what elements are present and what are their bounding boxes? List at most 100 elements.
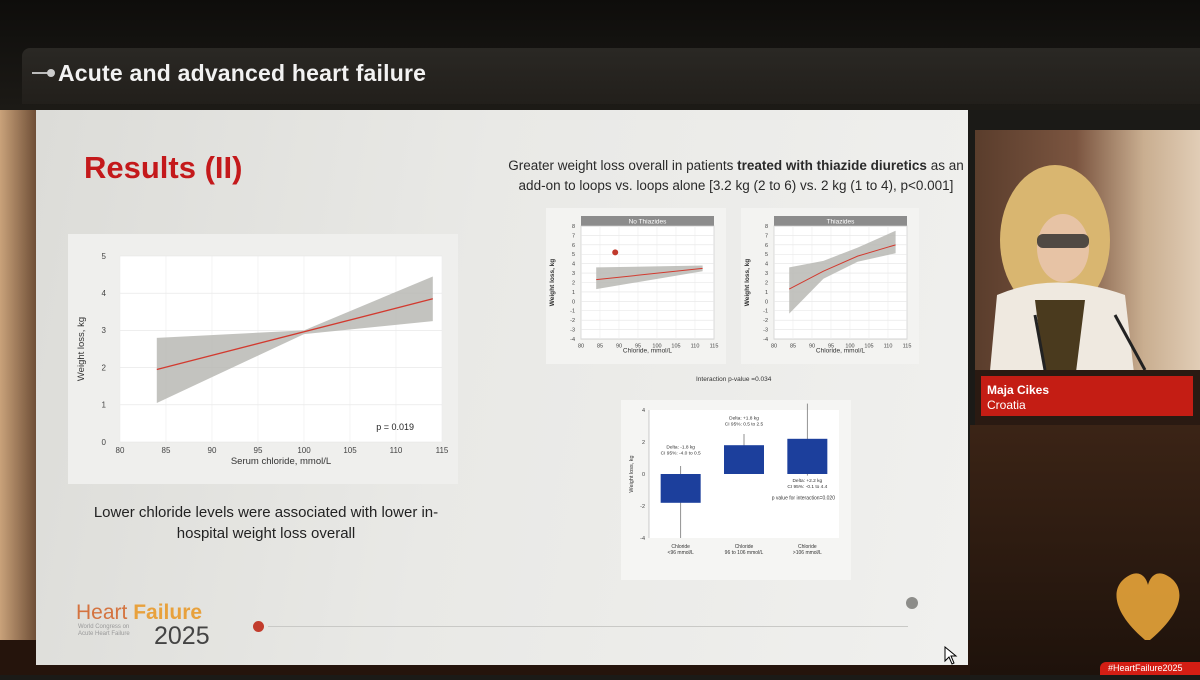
x-axis-label: Chloride, mmol/L bbox=[816, 348, 866, 355]
slide-caption: Greater weight loss overall in patients … bbox=[506, 156, 966, 196]
x-tick-label: 105 bbox=[671, 344, 680, 350]
caption-bold: treated with thiazide diuretics bbox=[737, 158, 927, 173]
x-tick-label: 115 bbox=[436, 446, 449, 455]
y-axis-label: Weight loss, kg bbox=[629, 455, 635, 492]
panel-title: Thiazides bbox=[827, 219, 856, 226]
x-tick-label: 115 bbox=[903, 344, 912, 350]
y-tick-label: 5 bbox=[765, 252, 768, 258]
chloride-weight-chart: 0 1 2 3 4 5 80 85 90 95 100 105 110 115 Serum chloride… bbox=[68, 234, 458, 484]
y-tick-label: 4 bbox=[572, 262, 575, 268]
logo-year: 2025 bbox=[154, 622, 210, 650]
y-tick-label: 8 bbox=[572, 224, 575, 230]
presenter-top bbox=[1035, 300, 1085, 380]
fit-line bbox=[156, 298, 433, 371]
y-tick-label: 0 bbox=[572, 299, 575, 305]
x-tick-label: 95 bbox=[635, 344, 641, 350]
y-tick-label: -4 bbox=[570, 337, 575, 343]
x-tick-label: 80 bbox=[116, 446, 125, 455]
left-note: Lower chloride levels were associated wi… bbox=[93, 504, 439, 542]
caption-post: as an add-on to loops vs. loops alone [3… bbox=[518, 158, 964, 193]
y-axis-label: Weight loss, kg bbox=[76, 317, 87, 381]
y-tick-label: -1 bbox=[570, 309, 575, 315]
congress-heart-logo bbox=[1116, 573, 1180, 640]
bar-label-ci: CI 95%: -0.1 to 4.4 bbox=[787, 484, 827, 490]
y-axis-label: Weight loss, kg bbox=[549, 259, 556, 307]
x-tick-label: 110 bbox=[390, 446, 403, 455]
panel-title: No Thiazides bbox=[629, 219, 668, 226]
y-tick-label: 3 bbox=[572, 271, 575, 277]
x-tick-label: 100 bbox=[845, 344, 854, 350]
no-thiazides-chart: No Thiazides -4 -3 -2 -1 0 1 2 3 4 5 6 7 8 80 85 90 95 100… bbox=[546, 208, 726, 364]
y-tick-label: -3 bbox=[763, 328, 768, 334]
bar-chart: -4 -2 0 2 4 Weight loss, kg Delta: -1.8 kg CI 9… bbox=[621, 400, 851, 580]
bar-label-ci: CI 95%: 0.5 to 2.5 bbox=[725, 422, 764, 428]
p-value-annotation: p = 0.019 bbox=[376, 422, 414, 432]
y-tick-label: 5 bbox=[572, 252, 575, 258]
y-tick-label: 4 bbox=[642, 408, 645, 414]
congress-logo: Heart Failure bbox=[76, 601, 202, 625]
y-tick-label: -2 bbox=[570, 318, 575, 324]
thiazides-chart: Thiazides -4 -3 -2 -1 0 1 2 3 4 5 6 7 8 80 85 90 95 100 105… bbox=[741, 208, 919, 364]
panel-strip bbox=[581, 216, 714, 226]
y-tick-label: 4 bbox=[765, 262, 768, 268]
category-label: 96 to 106 mmol/L bbox=[725, 550, 764, 556]
microphone-icon bbox=[1113, 314, 1147, 371]
y-tick-label: 0 bbox=[642, 472, 645, 478]
x-tick-label: 90 bbox=[809, 344, 815, 350]
logo-small-2: Acute Heart Failure bbox=[78, 630, 130, 637]
x-axis-label: Chloride, mmol/L bbox=[623, 348, 673, 355]
y-tick-label: 2 bbox=[642, 440, 645, 446]
x-tick-label: 80 bbox=[578, 344, 584, 350]
confidence-band bbox=[156, 276, 433, 403]
main-chart-svg: 0 1 2 3 4 5 80 85 90 95 100 105 110 115 Serum chloride… bbox=[76, 252, 449, 467]
x-tick-label: 110 bbox=[884, 344, 893, 350]
slide-progress-dot bbox=[906, 597, 918, 609]
y-tick-label: -1 bbox=[763, 309, 768, 315]
bar bbox=[660, 474, 701, 503]
x-tick-label: 100 bbox=[652, 344, 661, 350]
x-tick-label: 85 bbox=[790, 344, 796, 350]
slide: Results (II) Greater weight loss overall… bbox=[36, 110, 968, 665]
thiazides-svg: Thiazides -4 -3 -2 -1 0 1 2 3 4 5 6 7 8 80 85 90 95 100 105… bbox=[744, 216, 912, 355]
x-tick-label: 115 bbox=[710, 344, 719, 350]
logo-word-heart: Heart bbox=[76, 601, 134, 624]
panel-strip bbox=[774, 216, 907, 226]
x-tick-label: 100 bbox=[297, 446, 311, 455]
x-tick-label: 105 bbox=[864, 344, 873, 350]
bar-label-ci: CI 95%: -4.0 to 0.5 bbox=[661, 450, 701, 456]
category-label: Chloride bbox=[798, 544, 817, 550]
bar bbox=[724, 445, 764, 474]
x-axis-label: Serum chloride, mmol/L bbox=[231, 456, 331, 467]
no-thiazides-svg: No Thiazides -4 -3 -2 -1 0 1 2 3 4 5 6 7 8 80 85 90 95 100… bbox=[549, 216, 719, 355]
slide-title: Results (II) bbox=[84, 150, 243, 185]
bar-label-delta: Delta: -1.8 kg bbox=[666, 444, 695, 450]
caption-pre: Greater weight loss overall in patients bbox=[508, 158, 738, 173]
y-tick-label: 8 bbox=[765, 224, 768, 230]
x-tick-label: 90 bbox=[208, 446, 217, 455]
glasses-icon bbox=[1037, 234, 1089, 248]
y-tick-label: 0 bbox=[102, 438, 107, 447]
y-tick-label: -2 bbox=[763, 318, 768, 324]
logo-word-failure: Failure bbox=[133, 601, 203, 624]
y-tick-label: -4 bbox=[763, 337, 768, 343]
y-tick-label: 2 bbox=[572, 280, 575, 286]
y-tick-label: 1 bbox=[765, 290, 768, 296]
y-tick-label: 7 bbox=[765, 233, 768, 239]
mouse-cursor-icon bbox=[944, 646, 958, 665]
x-tick-label: 90 bbox=[616, 344, 622, 350]
y-tick-label: 6 bbox=[572, 243, 575, 249]
lower-third bbox=[981, 376, 1193, 416]
y-tick-label: 7 bbox=[572, 233, 575, 239]
fit-line bbox=[596, 267, 703, 281]
y-axis-label: Weight loss, kg bbox=[744, 259, 751, 307]
interaction-p-value: Interaction p-value =0.034 bbox=[696, 376, 772, 383]
y-tick-label: 0 bbox=[765, 299, 768, 305]
logo-subtitle: World Congress on Acute Heart Failure bbox=[78, 624, 130, 637]
y-tick-label: 2 bbox=[765, 280, 768, 286]
presenter-country: Croatia bbox=[987, 398, 1026, 412]
x-tick-label: 85 bbox=[597, 344, 603, 350]
category-label: Chloride bbox=[671, 544, 690, 550]
slide-progress-track bbox=[268, 626, 908, 627]
y-tick-label: 1 bbox=[102, 401, 107, 410]
